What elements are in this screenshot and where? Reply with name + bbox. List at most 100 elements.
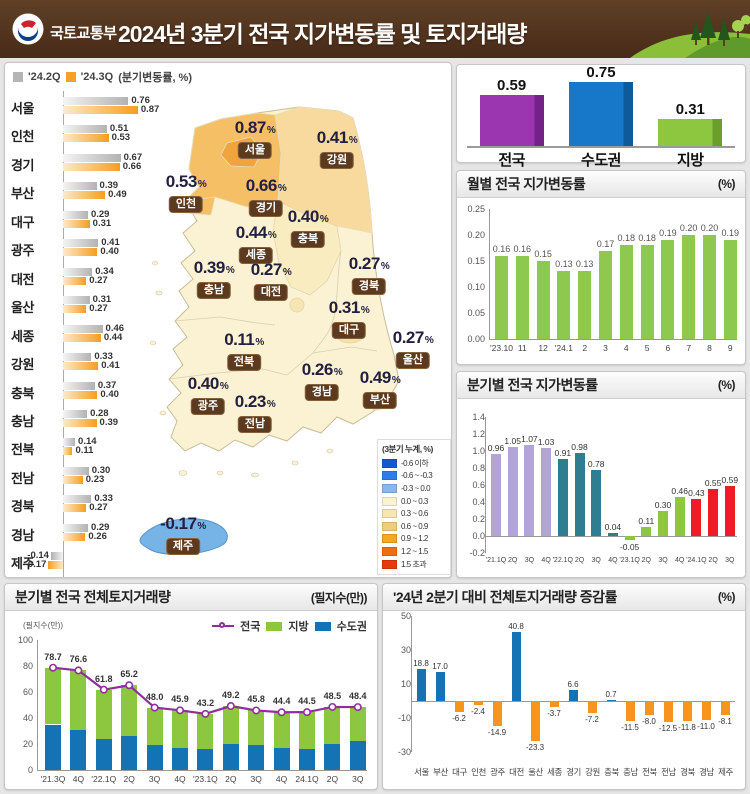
x-tick-label: 대전 (509, 767, 524, 777)
x-tick-label: 4Q (72, 774, 85, 784)
bar-province (248, 710, 265, 746)
monthly-unit: (%) (717, 177, 736, 191)
bar-value: 0.13 (575, 259, 594, 270)
bar (491, 454, 501, 536)
bar (619, 245, 633, 339)
x-tick-label: 부산 (433, 767, 448, 777)
y-tick-label: 40 (22, 713, 33, 723)
region-row: 부산 0.39 0.49 (5, 176, 453, 204)
x-tick-label: '23.1Q (619, 557, 640, 564)
bar-value: 0.27 (89, 502, 108, 514)
region-row: 전북 0.14 0.11 (5, 432, 453, 460)
page-title: 2024년 3분기 전국 지가변동률 및 토지거래량 (118, 21, 527, 47)
x-tick-label: 경남 (699, 767, 714, 777)
x-tick-label: 24.1Q (295, 774, 319, 784)
region-label: 부산 (11, 186, 34, 202)
line-value: 65.2 (120, 669, 138, 680)
bar (658, 510, 668, 536)
map-panel: '24.2Q '24.3Q (분기변동률, %) 서울 0.76 0.87 인천 0.5… (4, 62, 452, 578)
region-label: 대구 (11, 214, 34, 230)
transactions-legend: 전국 지방 수도권 (212, 618, 367, 634)
bar (63, 418, 97, 427)
bar-value: 0.41 (101, 360, 120, 372)
quarterly-panel-header: 분기별 전국 지가변동률 (%) (457, 372, 745, 399)
bar-value: 0.39 (99, 180, 119, 192)
bar (599, 250, 612, 339)
map-legend-item: -0.6 이하 (382, 457, 446, 470)
x-axis (37, 770, 367, 771)
region-row: 대전 0.34 0.27 (5, 262, 453, 290)
legend-swatch (382, 521, 397, 531)
bar (63, 390, 98, 399)
bar (63, 248, 98, 257)
bar (658, 119, 723, 146)
legend-label-q3: '24.3Q (80, 71, 114, 83)
x-tick-label: 4Q (608, 557, 618, 564)
y-tick-label: 0.00 (467, 334, 485, 344)
bar (63, 324, 103, 333)
x-tick-label: '24.1Q (686, 557, 707, 564)
bar-capital (273, 747, 290, 770)
bar (455, 701, 464, 712)
x-tick-label: 전북 (642, 767, 657, 777)
bar-value: 0.27 (89, 274, 108, 286)
category-label: 전국 (498, 152, 525, 169)
line-value: 78.7 (44, 651, 62, 662)
bar (512, 631, 521, 701)
x-tick-label: 경기 (566, 767, 581, 777)
x-tick-label: 3Q (352, 774, 364, 784)
bar-value: 0.96 (487, 443, 505, 454)
bar-value: 0.29 (90, 521, 110, 533)
bar (63, 438, 76, 447)
transactions-title: 분기별 전국 전체토지거래량 (15, 589, 171, 605)
legend-label: 0.9 ~ 1.2 (401, 534, 428, 544)
region-label: 전북 (11, 442, 34, 458)
bar (626, 701, 635, 721)
x-tick-label: 3Q (658, 557, 668, 564)
bar (63, 219, 90, 228)
bar-value: 0.19 (659, 228, 677, 239)
region-row: 울산 0.31 0.27 (5, 290, 453, 318)
region-label: 전남 (11, 470, 34, 486)
line-legend-swatch (212, 622, 235, 628)
legend-label-capital: 수도권 (336, 621, 367, 633)
bar-value: 0.27 (89, 303, 108, 315)
bar (591, 469, 602, 536)
x-axis (489, 339, 737, 340)
bar-province (146, 707, 163, 746)
bar-value: 0.49 (108, 189, 127, 201)
korea-map (139, 106, 400, 555)
legend-swatch-q3 (65, 72, 76, 82)
y-tick-label: 0.20 (467, 230, 485, 240)
map-legend-item: 0.3 ~ 0.6 (382, 507, 446, 520)
bar (63, 532, 86, 541)
y-tick-label: -30 (397, 747, 411, 757)
x-tick-label: 울산 (528, 767, 543, 777)
region-label: 경북 (11, 499, 34, 515)
bar (691, 499, 702, 536)
region-row: 경북 0.33 0.27 (5, 489, 453, 517)
legend-swatch (382, 458, 397, 468)
summary-column: 0.59 (472, 77, 552, 146)
x-tick-label: '21.1Q (485, 557, 507, 564)
map-legend-items: -0.6 이하 -0.6 ~ -0.3 -0.3 ~ 0.0 0.0 ~ 0.3 0.3… (382, 457, 446, 570)
x-tick-label: 3Q (591, 557, 601, 564)
x-tick-label: 2Q (641, 557, 651, 564)
bar-value: 0.11 (638, 515, 655, 526)
bar-value: 0.33 (94, 493, 113, 505)
legend-unit: (분기변동률, %) (118, 72, 193, 84)
map-legend-item: -0.3 ~ 0.0 (382, 482, 446, 495)
legend-swatch-capital (314, 621, 331, 631)
bar (479, 95, 544, 146)
bar (536, 261, 550, 339)
y-tick-label: 1.4 (472, 412, 485, 422)
y-tick-label: 0.8 (472, 463, 485, 473)
bar-capital (45, 724, 61, 770)
region-row: 대구 0.29 0.31 (5, 205, 453, 233)
bar-value: 0.19 (721, 228, 740, 239)
bar (63, 210, 88, 219)
x-tick-label: 2Q (574, 557, 585, 564)
bar (541, 448, 552, 536)
bar (63, 466, 89, 475)
